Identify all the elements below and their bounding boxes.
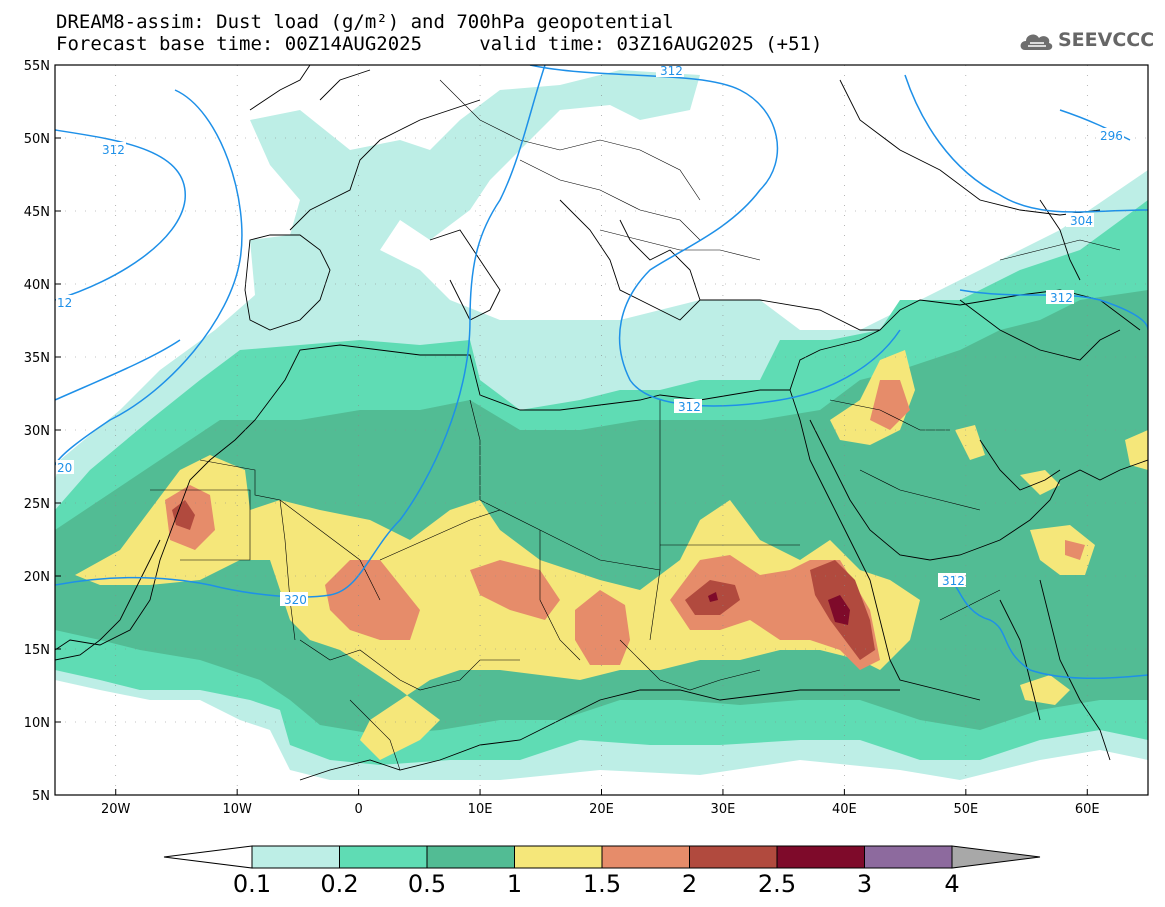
- colorbar-swatch: [864, 845, 953, 869]
- contour-label: 312: [678, 400, 701, 414]
- colorbar-swatch: [251, 845, 340, 869]
- colorbar-label: 0.5: [407, 870, 447, 898]
- colorbar-high-arrow: [951, 845, 1041, 869]
- contour-label: 312: [942, 574, 965, 588]
- colorbar-label: 1: [506, 870, 523, 898]
- lon-tick-label: 10E: [468, 802, 493, 817]
- contour-label: 12: [57, 296, 72, 310]
- lat-tick-label: 35N: [24, 351, 50, 366]
- geopotential-contours: [55, 65, 1148, 679]
- dust-band-1.5-chad: [575, 590, 630, 665]
- contour-label: 312: [102, 143, 125, 157]
- lat-tick-label: 40N: [24, 278, 50, 293]
- lat-tick-label: 20N: [24, 570, 50, 585]
- contour-label: 312: [660, 64, 683, 78]
- seevccc-logo: SEEVCCC: [1018, 26, 1154, 56]
- forecast-time-line: Forecast base time: 00Z14AUG2025 valid t…: [56, 33, 823, 55]
- dust-band-2.5: [828, 595, 850, 625]
- lon-tick-label: 0: [354, 802, 362, 817]
- dust-band-2.5-sudan: [708, 592, 718, 602]
- contour-label: 296: [1100, 129, 1123, 143]
- colorbar-label: 1.5: [582, 870, 622, 898]
- lat-tick-label: 50N: [24, 132, 50, 147]
- latitude-axis: 55N 50N 45N 40N 35N 30N 25N 20N 15N 10N 5N: [24, 59, 61, 804]
- colorbar-label: 0.2: [320, 870, 359, 898]
- dust-band-1-somalia: [1020, 675, 1070, 705]
- colorbar-label: 2: [681, 870, 698, 898]
- dust-band-1.5-sahel-west: [325, 560, 420, 640]
- colorbar-label: 4: [944, 870, 960, 898]
- lat-tick-label: 30N: [24, 424, 50, 439]
- lat-tick-label: 55N: [24, 59, 50, 74]
- colorbar-swatch: [776, 845, 865, 869]
- contour-labels: 312 312 296 304 312 12 312 312 20 320: [56, 63, 1124, 607]
- lat-tick-label: 5N: [32, 789, 50, 804]
- map-title: DREAM8-assim: Dust load (g/m²) and 700hP…: [56, 11, 674, 33]
- dust-band-1.5-arabia-north: [870, 380, 910, 430]
- dust-band-1-gulf: [955, 425, 985, 460]
- colorbar-swatch: [689, 845, 778, 869]
- colorbar-swatch: [426, 845, 515, 869]
- dust-band-1-persia: [1125, 430, 1148, 470]
- lat-tick-label: 10N: [24, 716, 50, 731]
- longitude-axis: 20W 10W 0 10E 20E 30E 40E 50E 60E: [101, 789, 1100, 817]
- contour-label: 312: [1050, 291, 1073, 305]
- contour-label: 320: [284, 593, 307, 607]
- lat-tick-label: 15N: [24, 643, 50, 658]
- colorbar-low-arrow: [163, 845, 253, 869]
- colorbar: [163, 845, 1041, 869]
- lon-tick-label: 10W: [222, 802, 252, 817]
- dust-band-1.5-sahel-mid: [470, 560, 560, 620]
- dust-band-1.5-yemen: [1065, 540, 1085, 560]
- lon-tick-label: 40E: [832, 802, 857, 817]
- colorbar-swatch: [339, 845, 428, 869]
- lon-tick-label: 50E: [953, 802, 978, 817]
- colorbar-swatch: [601, 845, 690, 869]
- contour-label: 20: [57, 461, 72, 475]
- gridlines: [55, 65, 1148, 795]
- dust-band-1-arabia: [1030, 525, 1095, 575]
- coastlines: [55, 65, 1148, 781]
- colorbar-label: 0.1: [232, 870, 272, 898]
- dust-band-2: [172, 500, 195, 530]
- cloud-icon: [1020, 34, 1053, 50]
- lon-tick-label: 20W: [101, 802, 131, 817]
- colorbar-swatch: [514, 845, 603, 869]
- lon-tick-label: 30E: [711, 802, 736, 817]
- logo-text: SEEVCCC: [1058, 29, 1155, 51]
- lon-tick-label: 20E: [589, 802, 614, 817]
- lon-tick-label: 60E: [1075, 802, 1100, 817]
- colorbar-label: 2.5: [757, 870, 797, 898]
- contour-label: 304: [1070, 214, 1093, 228]
- lat-tick-label: 45N: [24, 205, 50, 220]
- dust-band-1: [75, 455, 920, 760]
- colorbar-label: 3: [856, 870, 873, 898]
- lat-tick-label: 25N: [24, 497, 50, 512]
